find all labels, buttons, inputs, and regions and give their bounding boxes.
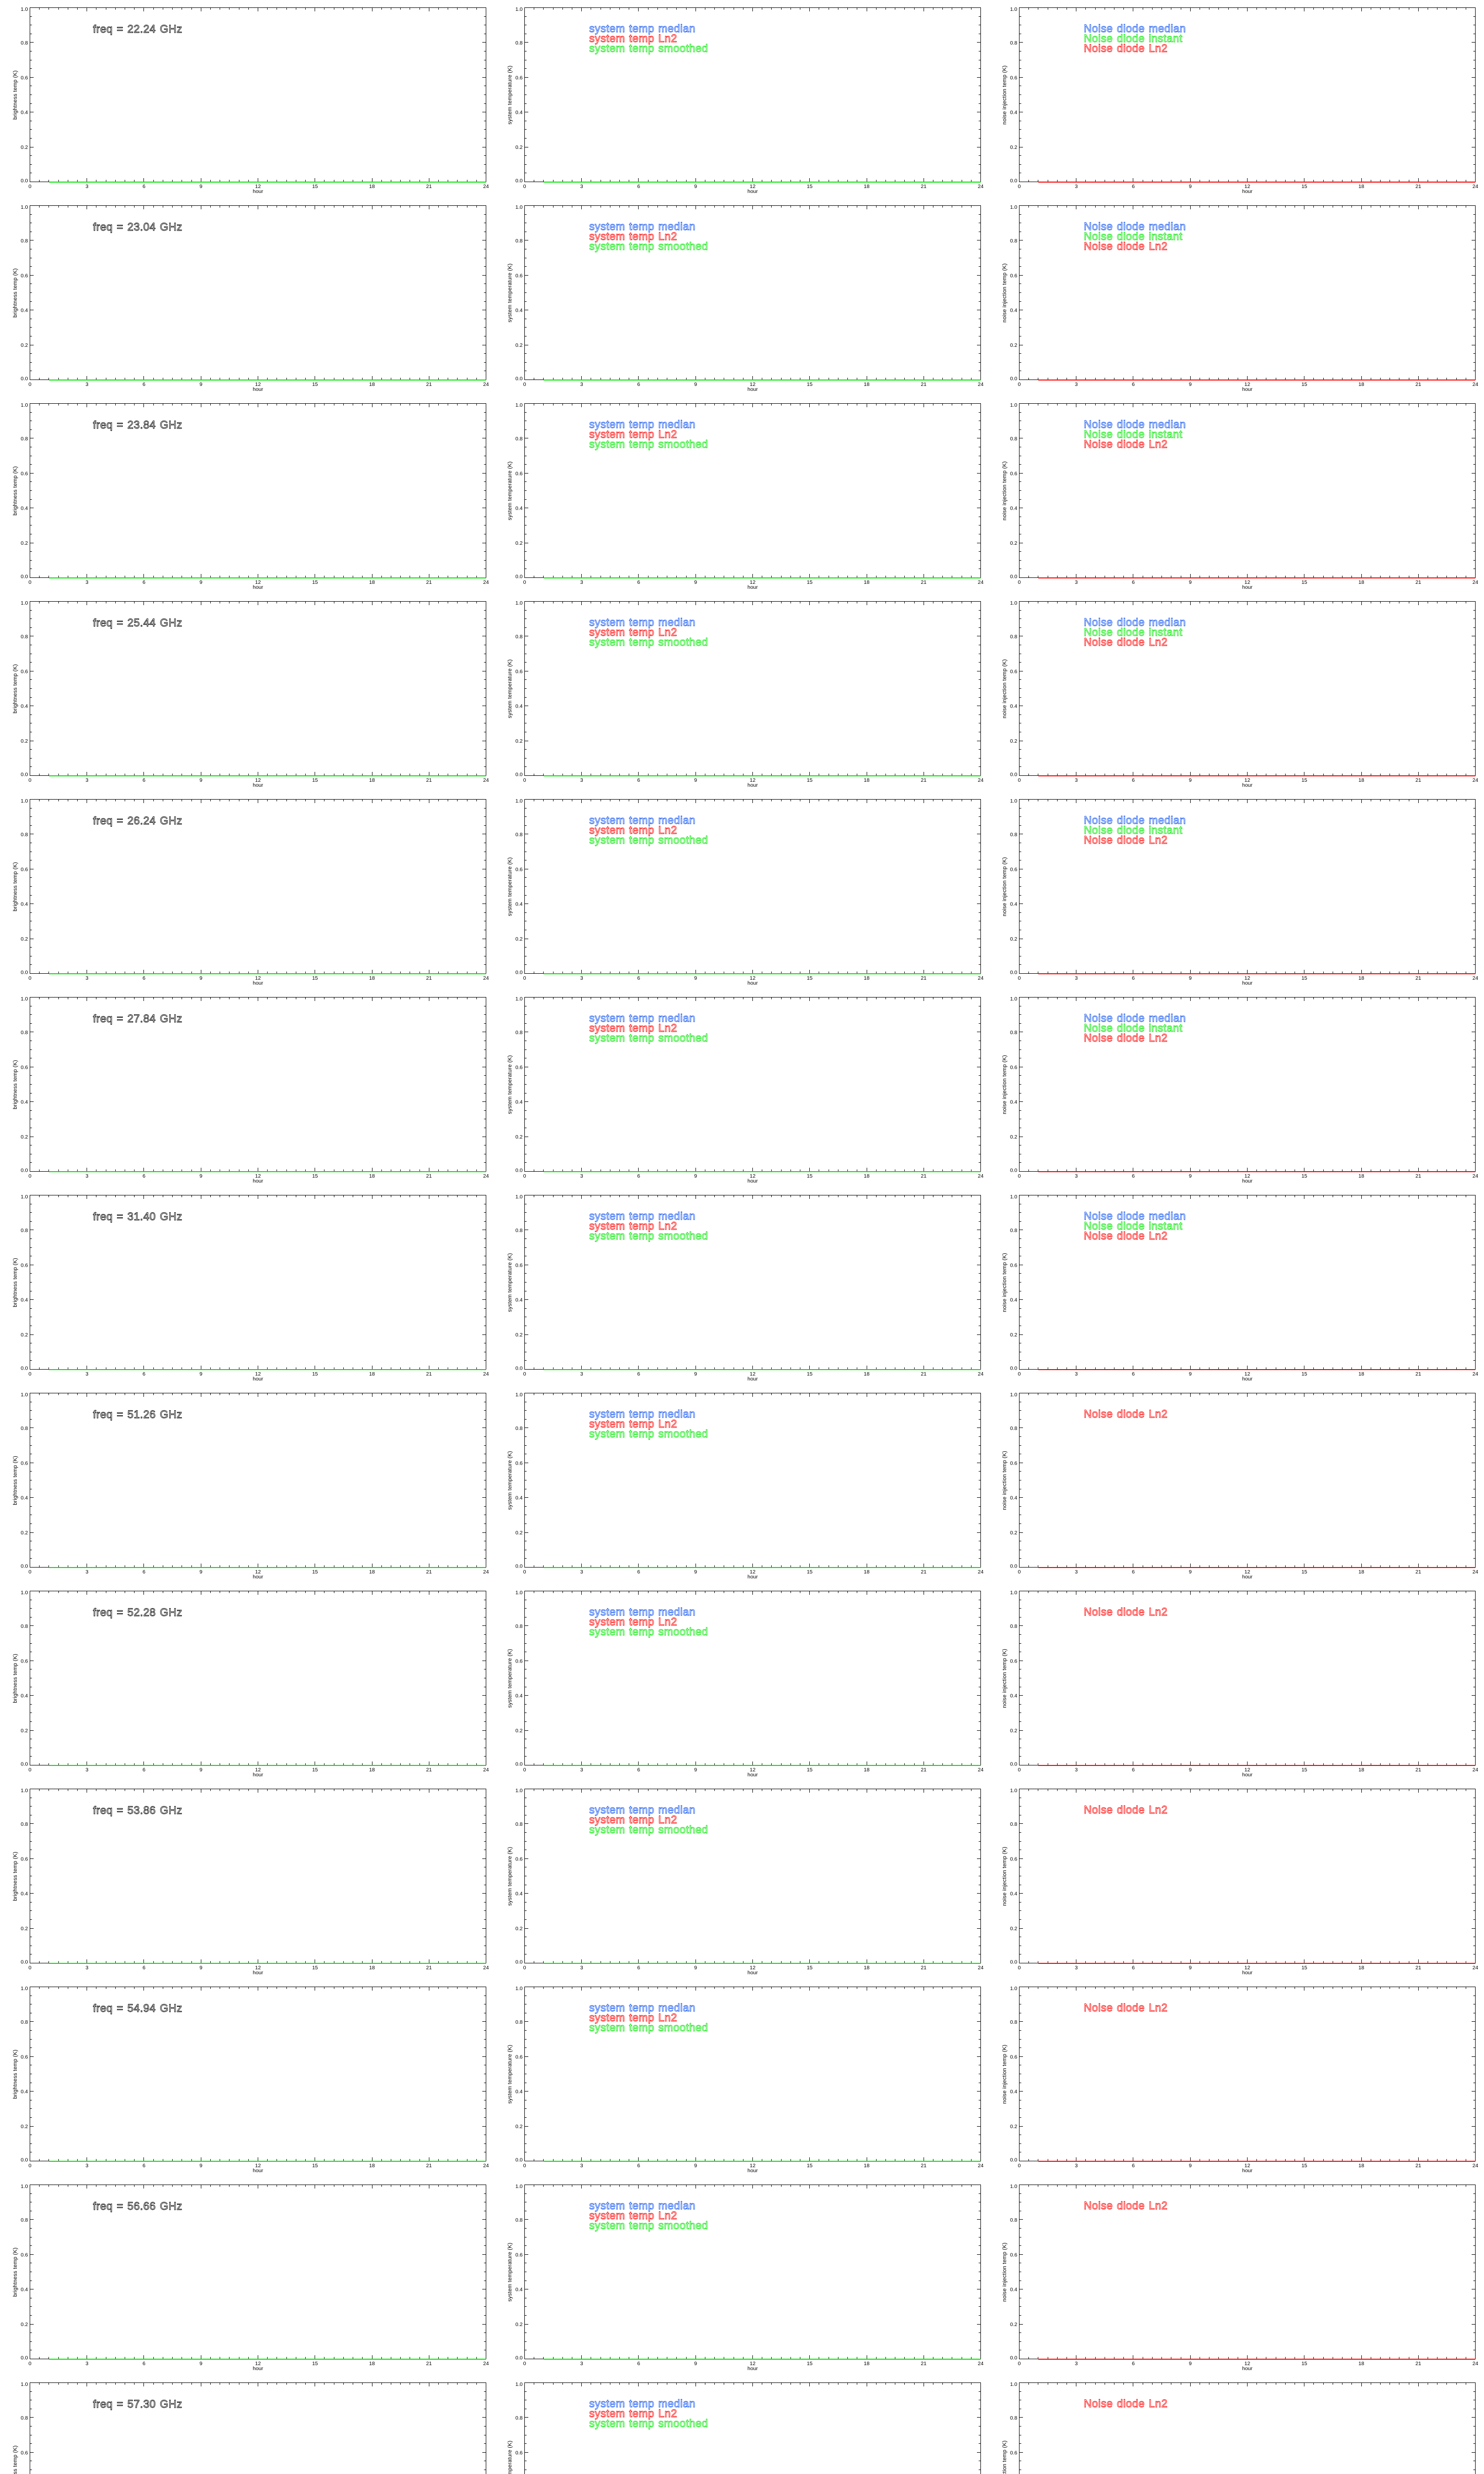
svg-text:noise injection temp (K): noise injection temp (K) xyxy=(1002,1451,1008,1510)
svg-text:freq = 31.40 GHz: freq = 31.40 GHz xyxy=(93,1210,183,1223)
svg-text:system temperature (K): system temperature (K) xyxy=(507,1451,513,1510)
svg-text:freq = 25.44 GHz: freq = 25.44 GHz xyxy=(93,617,183,629)
svg-text:freq = 53.86 GHz: freq = 53.86 GHz xyxy=(93,1804,183,1816)
svg-text:freq = 22.24 GHz: freq = 22.24 GHz xyxy=(93,23,183,35)
svg-text:freq = 23.84 GHz: freq = 23.84 GHz xyxy=(93,419,183,431)
svg-text:brightness temp (K): brightness temp (K) xyxy=(12,1258,18,1307)
svg-text:noise injection temp (K): noise injection temp (K) xyxy=(1002,65,1008,125)
svg-text:noise injection temp (K): noise injection temp (K) xyxy=(1002,1055,1008,1114)
svg-text:brightness temp (K): brightness temp (K) xyxy=(12,2247,18,2297)
svg-text:brightness temp (K): brightness temp (K) xyxy=(12,268,18,318)
svg-text:brightness temp (K): brightness temp (K) xyxy=(12,70,18,120)
svg-text:noise injection temp (K): noise injection temp (K) xyxy=(1002,2242,1008,2302)
svg-text:system temperature (K): system temperature (K) xyxy=(507,461,513,520)
svg-text:noise injection temp (K): noise injection temp (K) xyxy=(1002,2440,1008,2474)
svg-text:brightness temp (K): brightness temp (K) xyxy=(12,664,18,714)
svg-text:freq = 56.66 GHz: freq = 56.66 GHz xyxy=(93,2200,183,2212)
svg-text:brightness temp (K): brightness temp (K) xyxy=(12,2445,18,2474)
svg-text:brightness temp (K): brightness temp (K) xyxy=(12,1852,18,1901)
svg-text:system temperature (K): system temperature (K) xyxy=(507,1055,513,1114)
svg-text:freq = 54.94 GHz: freq = 54.94 GHz xyxy=(93,2002,183,2014)
svg-text:freq = 23.04 GHz: freq = 23.04 GHz xyxy=(93,221,183,233)
svg-text:system temperature (K): system temperature (K) xyxy=(507,2440,513,2474)
svg-text:noise injection temp (K): noise injection temp (K) xyxy=(1002,2045,1008,2104)
svg-text:noise injection temp (K): noise injection temp (K) xyxy=(1002,659,1008,718)
svg-text:system temperature (K): system temperature (K) xyxy=(507,1847,513,1905)
svg-text:brightness temp (K): brightness temp (K) xyxy=(12,1654,18,1703)
svg-text:noise injection temp (K): noise injection temp (K) xyxy=(1002,1649,1008,1708)
svg-text:system temperature (K): system temperature (K) xyxy=(507,1649,513,1708)
svg-text:freq = 26.24 GHz: freq = 26.24 GHz xyxy=(93,814,183,827)
svg-text:noise injection temp (K): noise injection temp (K) xyxy=(1002,857,1008,916)
svg-text:brightness temp (K): brightness temp (K) xyxy=(12,466,18,516)
svg-text:system temperature (K): system temperature (K) xyxy=(507,2242,513,2301)
svg-text:noise injection temp (K): noise injection temp (K) xyxy=(1002,1847,1008,1906)
svg-text:system temperature (K): system temperature (K) xyxy=(507,659,513,718)
svg-text:freq = 51.26 GHz: freq = 51.26 GHz xyxy=(93,1408,183,1421)
svg-text:system temperature (K): system temperature (K) xyxy=(507,2045,513,2103)
svg-text:noise injection temp (K): noise injection temp (K) xyxy=(1002,263,1008,323)
svg-text:brightness temp (K): brightness temp (K) xyxy=(12,2049,18,2099)
svg-text:system temperature (K): system temperature (K) xyxy=(507,857,513,916)
svg-text:noise injection temp (K): noise injection temp (K) xyxy=(1002,1253,1008,1312)
svg-text:system temperature (K): system temperature (K) xyxy=(507,1253,513,1312)
svg-text:freq = 52.28 GHz: freq = 52.28 GHz xyxy=(93,1606,183,1618)
svg-text:freq = 27.84 GHz: freq = 27.84 GHz xyxy=(93,1012,183,1025)
svg-text:system temperature (K): system temperature (K) xyxy=(507,65,513,124)
svg-text:brightness temp (K): brightness temp (K) xyxy=(12,862,18,911)
svg-text:freq = 57.30 GHz: freq = 57.30 GHz xyxy=(93,2398,183,2410)
svg-text:system temperature (K): system temperature (K) xyxy=(507,263,513,322)
svg-text:noise injection temp (K): noise injection temp (K) xyxy=(1002,461,1008,521)
svg-text:brightness temp (K): brightness temp (K) xyxy=(12,1060,18,1109)
svg-text:brightness temp (K): brightness temp (K) xyxy=(12,1456,18,1505)
